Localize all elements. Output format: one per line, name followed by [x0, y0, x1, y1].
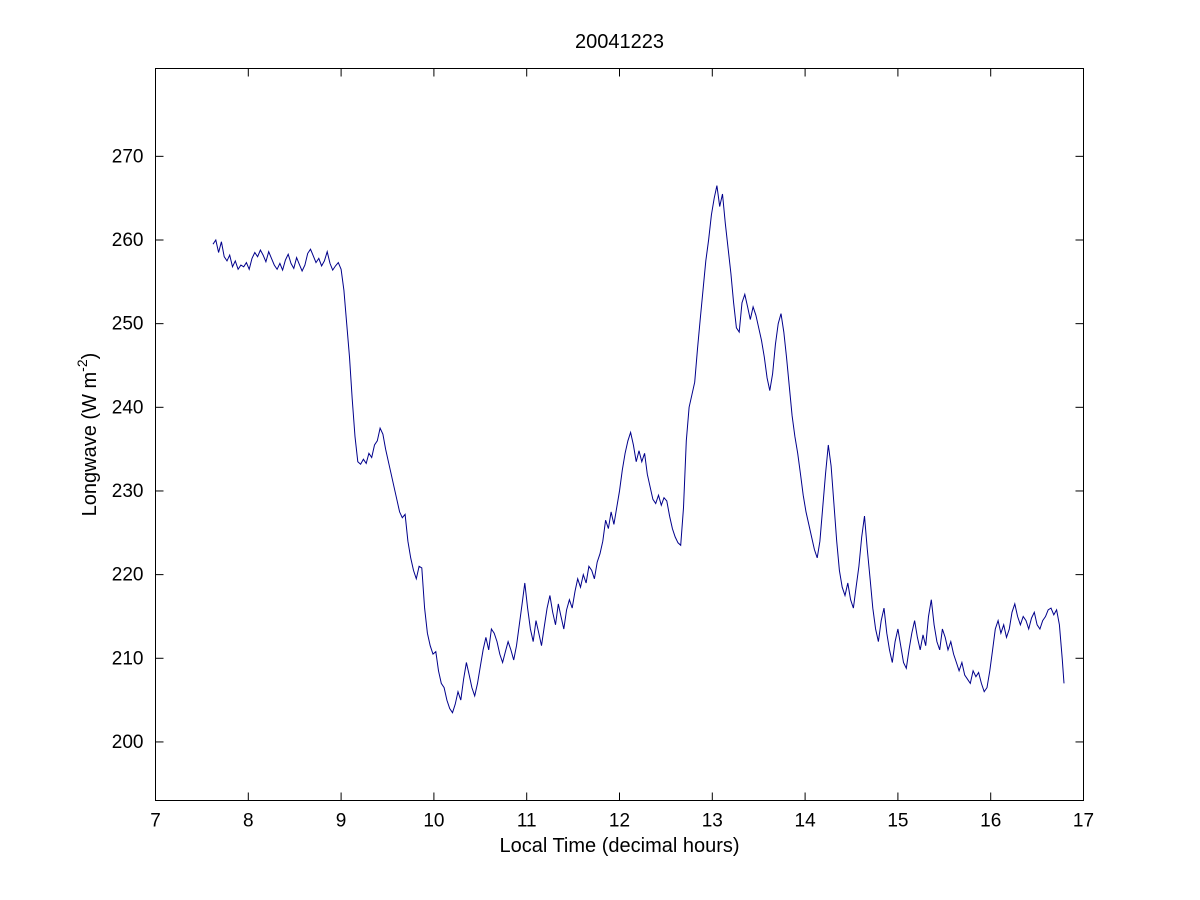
y-axis-label: Longwave (W m-2)	[74, 353, 101, 517]
x-tick-label: 13	[702, 811, 723, 832]
x-tick-label: 7	[150, 811, 161, 832]
x-tick-label: 15	[887, 811, 908, 832]
x-tick-label: 9	[336, 811, 347, 832]
x-tick-label: 11	[517, 811, 537, 832]
x-axis-label: Local Time (decimal hours)	[499, 835, 739, 857]
axis-ticks	[155, 68, 1084, 801]
x-tick-label: 8	[243, 811, 254, 832]
y-tick-label: 260	[112, 230, 144, 251]
x-tick-label: 10	[423, 811, 444, 832]
x-tick-label: 17	[1073, 811, 1094, 832]
x-axis-tick-labels: 7 8 9 10 11 12 13 14 15 16 17	[150, 811, 1094, 832]
y-tick-label: 220	[112, 565, 144, 586]
x-tick-label: 12	[609, 811, 630, 832]
chart-title: 20041223	[575, 31, 664, 53]
y-tick-label: 210	[112, 648, 144, 669]
y-tick-label: 250	[112, 314, 144, 335]
x-tick-label: 14	[795, 811, 817, 832]
y-tick-label: 270	[112, 146, 144, 167]
y-axis-tick-labels: 200 210 220 230 240 250 260 270	[112, 146, 144, 753]
data-line	[212, 185, 1065, 714]
y-tick-label: 200	[112, 732, 144, 753]
plot-area-border	[155, 68, 1084, 801]
y-tick-label: 240	[112, 397, 144, 418]
y-tick-label: 230	[112, 481, 144, 502]
x-tick-label: 16	[980, 811, 1001, 832]
